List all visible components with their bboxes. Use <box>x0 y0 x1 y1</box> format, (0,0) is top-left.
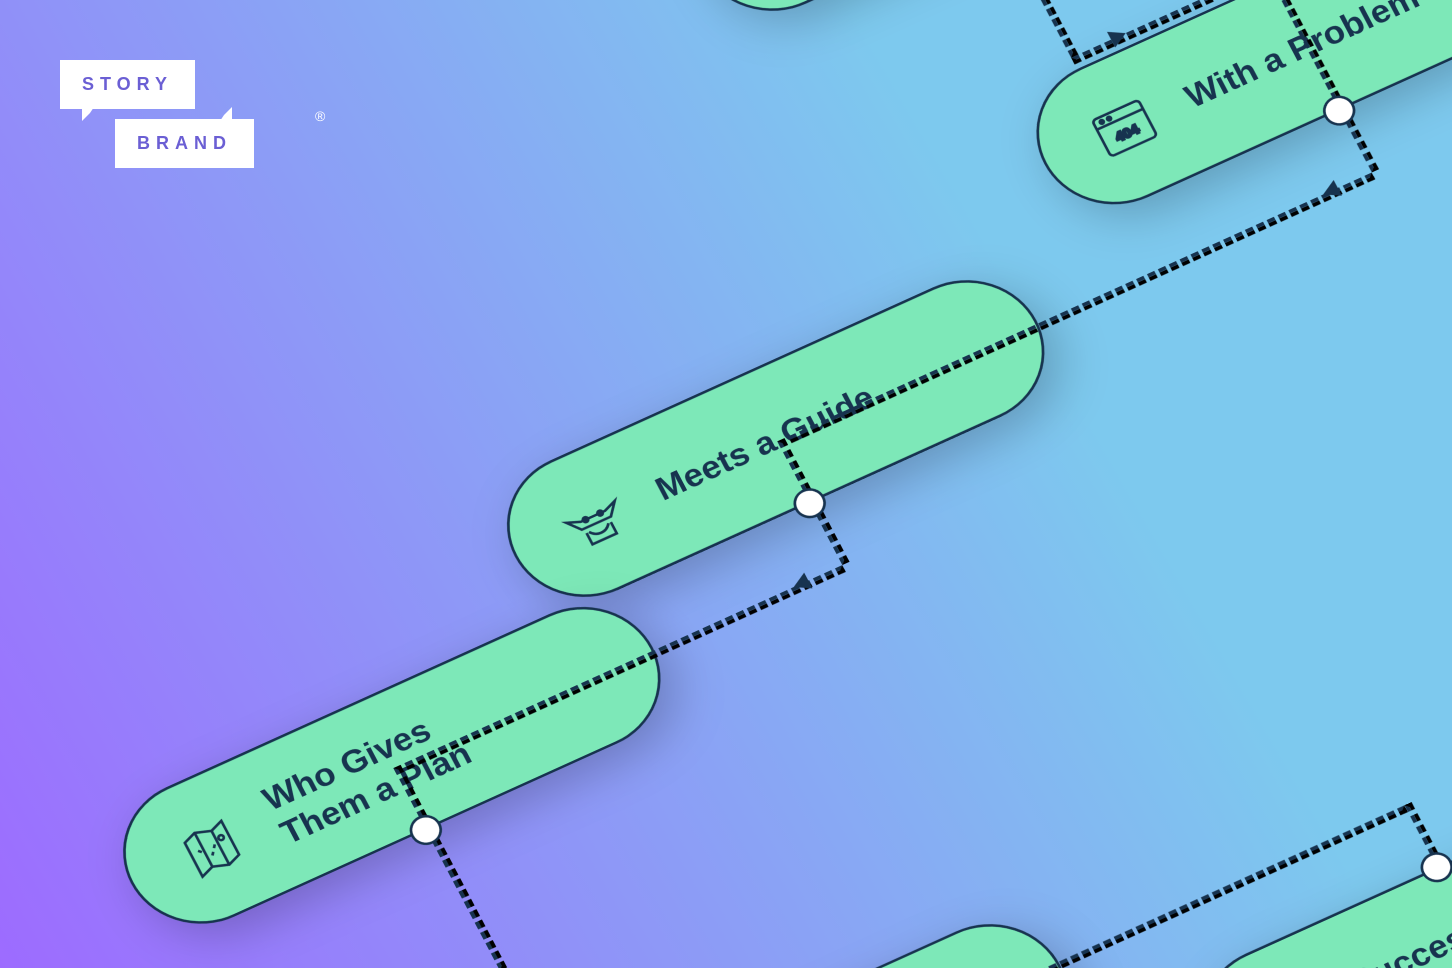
connector-segment <box>997 0 1078 58</box>
pill-success: Success <box>1176 749 1452 968</box>
pill-plan: Who GivesThem a Plan <box>97 583 687 948</box>
pill-label: With a Problem <box>1179 0 1426 116</box>
registered-mark: ® <box>315 108 325 124</box>
pill-label: Success <box>1344 910 1452 968</box>
pill-results: That Results in... <box>504 900 1094 968</box>
connector-segment <box>777 172 1375 448</box>
error-404-icon: 404 <box>1081 88 1168 168</box>
pill-label: Meets a Guide <box>649 378 881 508</box>
svg-text:404: 404 <box>1113 121 1143 145</box>
logo-word-brand: BRAND <box>115 119 254 168</box>
yoda-icon <box>552 480 639 560</box>
connector-segment <box>426 827 507 968</box>
storybrand-logo: STORY ® BRAND <box>60 60 254 168</box>
pill-label: Who GivesThem a Plan <box>256 701 477 852</box>
map-icon <box>168 807 255 887</box>
pill-guide: Meets a Guide <box>481 256 1071 621</box>
pill-problem: 404 With a Problem <box>1010 0 1452 229</box>
logo-word-story: STORY <box>60 60 195 109</box>
